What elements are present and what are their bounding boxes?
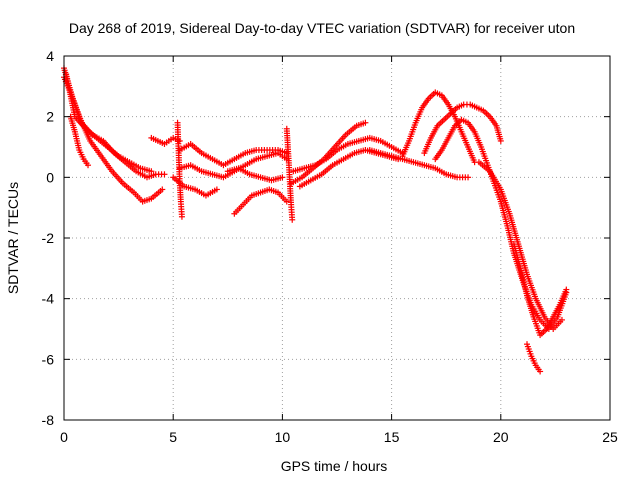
data-point <box>362 119 369 126</box>
data-point <box>148 168 155 175</box>
series-arc-22 <box>524 341 544 375</box>
series-arc-8 <box>176 150 290 181</box>
data-point <box>465 174 472 181</box>
data-point <box>279 174 286 181</box>
x-tick-label: 20 <box>493 429 509 445</box>
x-tick-label: 15 <box>384 429 400 445</box>
data-point <box>289 216 296 223</box>
series-arc-2 <box>61 65 168 181</box>
series-arc-12 <box>283 125 296 223</box>
y-tick-label: 0 <box>46 169 54 185</box>
data-point <box>563 286 570 293</box>
data-layer <box>61 65 570 375</box>
series-arc-16 <box>366 147 472 181</box>
y-tick-label: 2 <box>46 109 54 125</box>
series-arc-3 <box>63 71 155 175</box>
series-arc-9 <box>170 174 220 199</box>
series-arc-18 <box>421 101 504 157</box>
data-point <box>283 198 290 205</box>
series-arc-20 <box>475 159 565 332</box>
chart-title: Day 268 of 2019, Sidereal Day-to-day VTE… <box>69 20 575 36</box>
series-arc-4 <box>67 113 92 169</box>
y-tick-label: -4 <box>42 291 55 307</box>
data-point <box>497 137 504 144</box>
y-tick-label: 4 <box>46 48 54 64</box>
y-axis-label: SDTVAR / TECUs <box>5 182 21 294</box>
data-point <box>159 186 166 193</box>
data-point <box>161 171 168 178</box>
tick-layer: 0 5 10 15 20 25 -8 -6 -4 -2 0 2 4 <box>42 48 618 445</box>
x-tick-label: 10 <box>275 429 291 445</box>
data-point <box>558 316 565 323</box>
series-arc-21 <box>510 241 570 339</box>
y-tick-label: -6 <box>42 351 55 367</box>
series-arc-14 <box>290 134 406 175</box>
series-arc-10 <box>231 186 290 217</box>
data-point <box>537 368 544 375</box>
data-point <box>213 186 220 193</box>
x-tick-label: 0 <box>60 429 68 445</box>
x-tick-label: 25 <box>602 429 618 445</box>
series-arc-7 <box>176 140 290 169</box>
x-axis-label: GPS time / hours <box>281 458 388 474</box>
series-arc-17 <box>399 89 478 166</box>
data-point <box>178 213 185 220</box>
grid-layer <box>64 56 610 420</box>
y-tick-label: -2 <box>42 230 55 246</box>
data-point <box>85 162 92 169</box>
y-tick-label: -8 <box>42 412 55 428</box>
x-tick-label: 5 <box>169 429 177 445</box>
series-arc-11 <box>224 165 286 184</box>
